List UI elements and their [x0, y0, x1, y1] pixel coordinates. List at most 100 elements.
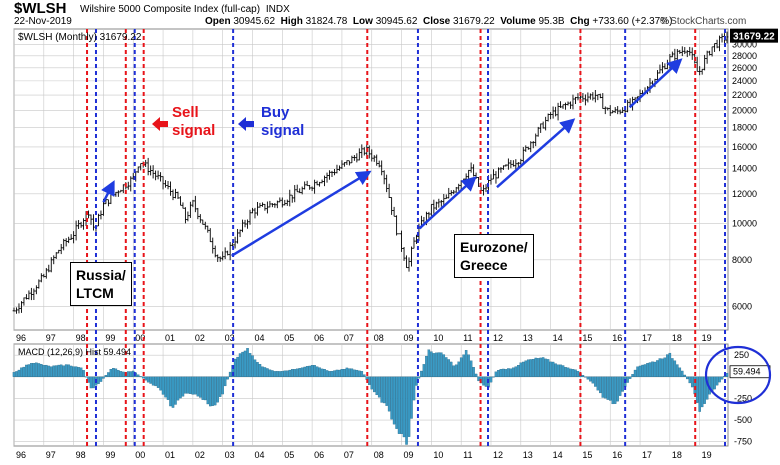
macd-hist-bar: [169, 376, 172, 407]
macd-legend: MACD (12,26,9) Hist 59.494: [18, 347, 131, 357]
macd-hist-bar: [156, 376, 160, 388]
macd-hist-bar: [221, 376, 224, 395]
macd-hist-bar: [189, 376, 192, 394]
macd-hist-bar: [64, 364, 68, 377]
macd-hist-bar: [372, 376, 376, 393]
macd-hist-bar: [50, 366, 53, 377]
macd-hist-bar: [683, 374, 687, 377]
macd-x-tick-label: 07: [344, 450, 354, 460]
macd-hist-bar: [454, 364, 458, 377]
macd-hist-bar: [494, 371, 498, 377]
macd-hist-bar: [390, 376, 393, 420]
macd-hist-bar: [440, 352, 443, 377]
macd-x-tick-label: 12: [493, 450, 503, 460]
macd-hist-bar: [199, 376, 202, 398]
watermark-text: © StockCharts.com: [660, 16, 747, 27]
macd-x-tick-label: 08: [374, 450, 384, 460]
macd-hist-bar: [290, 369, 294, 377]
macd-hist-bar: [328, 371, 331, 377]
macd-x-tick-label: 09: [404, 450, 414, 460]
price-y-tick-label: 26000: [732, 63, 757, 73]
macd-hist-bar: [122, 371, 125, 377]
macd-hist-bar: [549, 361, 552, 377]
macd-hist-bar: [720, 376, 724, 380]
macd-x-tick-label: 11: [463, 450, 472, 460]
macd-hist-bar: [492, 376, 495, 378]
macd-hist-bar: [330, 370, 334, 377]
macd-hist-bar: [141, 376, 145, 379]
macd-hist-bar: [238, 353, 242, 377]
macd-x-tick-label: 14: [553, 450, 563, 460]
macd-hist-bar: [216, 376, 219, 403]
macd-hist-bar: [218, 376, 222, 397]
macd-hist-bar: [601, 376, 605, 398]
macd-hist-bar: [67, 364, 70, 377]
macd-hist-bar: [144, 376, 147, 381]
macd-hist-bar: [228, 371, 232, 377]
macd-hist-bar: [278, 371, 282, 377]
macd-hist-bar: [194, 376, 197, 395]
macd-hist-bar: [661, 358, 664, 377]
macd-hist-bar: [139, 376, 142, 378]
macd-hist-bar: [646, 363, 649, 377]
price-x-tick-label: 01: [165, 333, 175, 343]
macd-hist-bar: [544, 358, 547, 377]
macd-hist-bar: [631, 374, 634, 377]
macd-hist-bar: [723, 375, 726, 377]
price-x-tick-label: 03: [225, 333, 235, 343]
macd-hist-bar: [663, 357, 667, 377]
macd-hist-bar: [196, 376, 200, 397]
chg-label: Chg: [570, 16, 590, 27]
macd-hist-bar: [37, 363, 41, 377]
macd-hist-bar: [504, 369, 508, 377]
macd-hist-bar: [69, 365, 73, 377]
price-y-tick-label: 20000: [732, 106, 757, 116]
macd-hist-bar: [690, 376, 694, 388]
macd-hist-bar: [524, 360, 528, 377]
macd-hist-bar: [452, 365, 455, 377]
macd-hist-bar: [348, 368, 351, 377]
macd-hist-bar: [159, 376, 162, 391]
macd-hist-bar: [377, 376, 381, 398]
price-x-tick-label: 99: [105, 333, 115, 343]
exchange-label: INDX: [265, 4, 290, 15]
macd-hist-bar: [186, 376, 190, 394]
macd-hist-bar: [616, 376, 619, 402]
macd-hist-bar: [576, 371, 580, 377]
macd-hist-bar: [611, 376, 614, 405]
event-box-eurozone-greece: Eurozone/ Greece: [454, 234, 534, 278]
macd-hist-bar: [517, 365, 520, 377]
macd-hist-bar: [477, 376, 480, 382]
macd-hist-bar: [676, 364, 679, 377]
macd-hist-bar: [636, 366, 639, 377]
macd-hist-bar: [559, 364, 562, 377]
buy-legend-arrow: [238, 117, 254, 131]
macd-hist-bar: [236, 356, 239, 377]
macd-hist-bar: [445, 357, 448, 377]
macd-hist-bar: [653, 361, 657, 377]
macd-hist-bar: [261, 366, 264, 377]
macd-hist-bar: [591, 376, 595, 384]
macd-x-tick-label: 17: [642, 450, 652, 460]
price-x-tick-label: 05: [284, 333, 294, 343]
macd-y-tick-label: -750: [734, 437, 752, 447]
event-box-russia-ltcm: Russia/ LTCM: [70, 262, 132, 306]
macd-x-tick-label: 02: [195, 450, 205, 460]
macd-hist-bar: [17, 369, 21, 377]
macd-x-tick-label: 15: [582, 450, 592, 460]
macd-hist-bar: [618, 376, 622, 396]
macd-hist-bar: [313, 365, 316, 377]
macd-hist-bar: [425, 356, 428, 377]
macd-hist-bar: [320, 368, 324, 377]
macd-hist-bar: [251, 355, 254, 377]
macd-hist-bar: [656, 360, 659, 377]
macd-hist-bar: [72, 366, 75, 377]
price-x-tick-label: 16: [612, 333, 622, 343]
price-y-tick-label: 22000: [732, 90, 757, 100]
macd-hist-bar: [527, 359, 530, 377]
macd-hist-bar: [52, 365, 55, 377]
price-x-tick-label: 12: [493, 333, 503, 343]
macd-hist-bar: [420, 370, 423, 377]
macd-hist-bar: [422, 364, 426, 377]
macd-hist-bar: [117, 370, 120, 377]
